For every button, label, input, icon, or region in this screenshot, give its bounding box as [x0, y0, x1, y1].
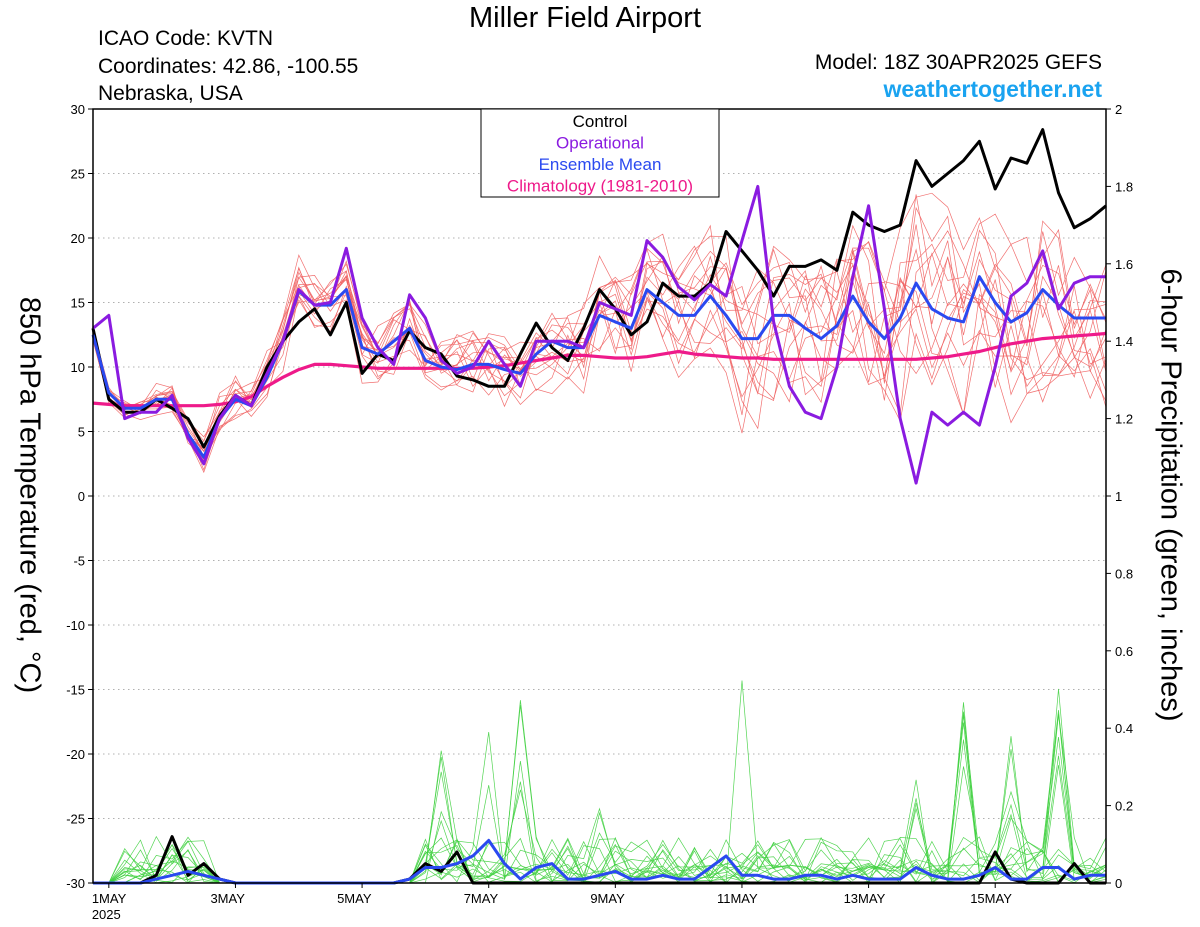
legend-entry: Ensemble Mean [539, 155, 662, 174]
x-tick-label: 15MAY [970, 891, 1012, 906]
y2-tick-label: 0.8 [1115, 566, 1133, 581]
y-tick-label: 30 [71, 102, 85, 117]
precip-member-line [93, 711, 1107, 884]
y2-tick-label: 0.6 [1115, 644, 1133, 659]
legend-entry: Control [573, 112, 628, 131]
x-tick-label: 1MAY [92, 891, 127, 906]
x-tick-label: 5MAY [337, 891, 372, 906]
y-tick-label: 25 [71, 167, 85, 182]
y-tick-label: 0 [78, 489, 85, 504]
x-tick-label: 3MAY [210, 891, 245, 906]
legend-entry: Operational [556, 134, 644, 153]
y2-tick-label: 1.4 [1115, 334, 1133, 349]
y-tick-label: 20 [71, 231, 85, 246]
precip-member-line [93, 704, 1107, 884]
x-tick-label: 11MAY [717, 891, 758, 906]
model-run: Model: 18Z 30APR2025 GEFS [814, 51, 1102, 74]
y-tick-label: -20 [66, 747, 85, 762]
y2-tick-label: 0.2 [1115, 799, 1133, 814]
temp-member-line [92, 235, 1107, 442]
icao-code: ICAO Code: KVTN [98, 27, 274, 50]
y2-tick-label: 1.2 [1115, 412, 1133, 427]
y-tick-label: -10 [66, 618, 85, 633]
precip-member-line [93, 714, 1107, 884]
site-link[interactable]: weathertogether.net [883, 76, 1102, 102]
precip-member-line [93, 722, 1107, 884]
precip-member-line [93, 713, 1107, 884]
y-tick-label: 10 [71, 360, 85, 375]
operational-temp-line [92, 184, 1106, 485]
control-temp-line [91, 128, 1107, 449]
x-tick-label: 7MAY [464, 891, 499, 906]
coordinates: Coordinates: 42.86, -100.55 [98, 55, 359, 78]
temp-member-line [92, 233, 1107, 474]
y2-tick-label: 1.6 [1115, 257, 1133, 272]
legend-box [480, 108, 720, 198]
y-tick-label: -25 [66, 812, 85, 827]
x-tick-label: 13MAY [844, 891, 886, 906]
temp-member-line [92, 224, 1107, 460]
y2-tick-label: 2 [1115, 102, 1122, 117]
y2-tick-label: 1.8 [1115, 179, 1133, 194]
legend-entry: Climatology (1981-2010) [507, 177, 693, 196]
x-tick-label: 9MAY [590, 891, 625, 906]
region: Nebraska, USA [98, 82, 243, 105]
precip-member-line [93, 688, 1107, 884]
temp-member-line [92, 206, 1107, 471]
y2-tick-label: 1 [1115, 489, 1122, 504]
y-tick-label: -15 [66, 683, 85, 698]
precip-member-line [93, 680, 1107, 884]
y-tick-label: -30 [66, 876, 85, 891]
precip-member-line [93, 700, 1107, 884]
precip-member-line [93, 709, 1107, 884]
x-tick-year: 2025 [92, 907, 121, 922]
y-tick-label: 5 [78, 425, 85, 440]
chart-title: Miller Field Airport [468, 2, 702, 34]
precip-member-line [93, 713, 1107, 884]
y-tick-label: -5 [73, 554, 85, 569]
temp-member-line [92, 231, 1107, 450]
y-tick-label: 15 [71, 296, 85, 311]
ensemble-precip-line [93, 838, 1106, 885]
temp-member-line [92, 194, 1107, 458]
precip-member-line [93, 765, 1107, 884]
y2-tick-label: 0.4 [1115, 721, 1133, 736]
y2-tick-label: 0 [1115, 876, 1122, 891]
